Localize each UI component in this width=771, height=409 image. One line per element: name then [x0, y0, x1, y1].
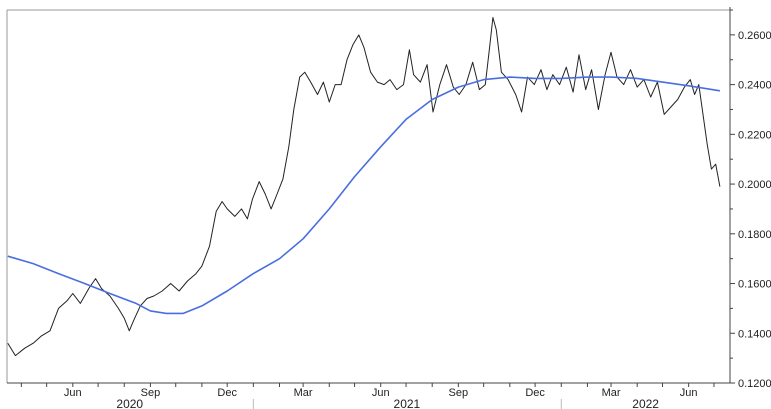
x-year-label: 2022 [632, 397, 659, 409]
x-axis: Jun Sep Dec Mar Jun Sep Dec Mar Jun 2020 2021 2022 [20, 383, 715, 409]
y-tick-label: 0.2200 [738, 129, 771, 141]
y-tick-label: 0.2600 [738, 30, 771, 42]
x-tick-label: Jun [680, 387, 698, 399]
x-tick-label: Mar [602, 387, 621, 399]
y-tick-label: 0.1400 [738, 328, 771, 340]
x-tick-label: Dec [217, 387, 237, 399]
x-tick-label: Sep [449, 387, 469, 399]
y-tick-label: 0.2000 [738, 179, 771, 191]
x-tick-label: Jun [64, 387, 82, 399]
y-tick-label: 0.1600 [738, 279, 771, 291]
x-tick-label: Sep [141, 387, 161, 399]
series-layer [7, 17, 721, 357]
x-tick-label: Mar [294, 387, 313, 399]
y-axis: 0.1200 0.1400 0.1600 0.1800 0.2000 0.2200 0.24… [730, 9, 771, 390]
plot-frame [6, 7, 731, 384]
x-tick-label: Jun [372, 387, 390, 399]
y-tick-label: 0.2400 [738, 80, 771, 92]
x-year-label: 2021 [394, 397, 421, 409]
moving-average-line [7, 76, 721, 315]
price-series-line [7, 17, 721, 357]
y-tick-label: 0.1800 [738, 229, 771, 241]
x-year-label: 2020 [116, 397, 143, 409]
x-tick-label: Dec [525, 387, 545, 399]
y-tick-label: 0.1200 [738, 378, 771, 390]
